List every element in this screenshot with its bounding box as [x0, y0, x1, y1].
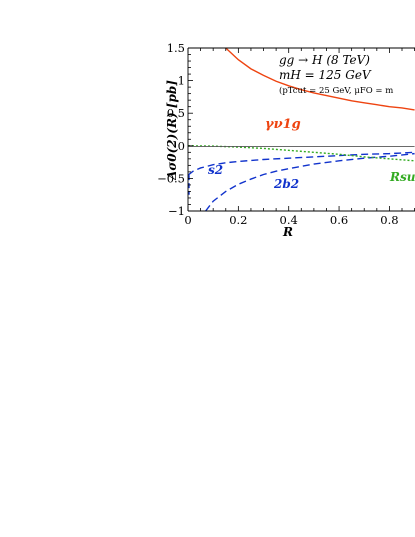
cuts-annotation: (pTcut = 25 GeV, μFO = m — [279, 85, 393, 96]
y-axis-title: Δσ0(2)(R) [pb] — [165, 80, 179, 181]
y-tick-label: 0 — [178, 139, 185, 153]
series-label-1: s2 — [208, 163, 223, 177]
y-tick-label: 1.5 — [167, 41, 185, 55]
series-label-3: Rsub — [389, 170, 415, 184]
series-label-2: 2b2 — [273, 177, 299, 191]
y-tick-label: −1 — [168, 204, 185, 218]
x-tick-label: 0.2 — [229, 213, 247, 227]
series-line-0 — [225, 48, 415, 111]
series-label-0: γν1g — [265, 117, 301, 132]
x-tick-label: 0.8 — [380, 213, 398, 227]
x-tick-label: 0.4 — [280, 213, 298, 227]
x-axis-title: R — [282, 225, 293, 239]
process-annotation: gg → H (8 TeV) — [279, 53, 370, 67]
y-tick-label: −0.5 — [157, 171, 185, 185]
series-labels: γν1g s2 2b2 Rsub — [208, 117, 415, 191]
series-line-1 — [188, 151, 415, 176]
x-tick-label: 0.6 — [330, 213, 348, 227]
axis-tick-labels: 0 0.2 0.4 0.6 0.8 −1 −0.5 0 0.5 1 1.5 — [157, 41, 398, 227]
x-tick-label: 0 — [184, 213, 191, 227]
y-tick-label: 1 — [178, 74, 185, 88]
series-line-2 — [205, 152, 415, 211]
y-tick-label: 0.5 — [167, 106, 185, 120]
series-line-3 — [188, 145, 415, 162]
mass-annotation: mH = 125 GeV — [279, 68, 372, 82]
